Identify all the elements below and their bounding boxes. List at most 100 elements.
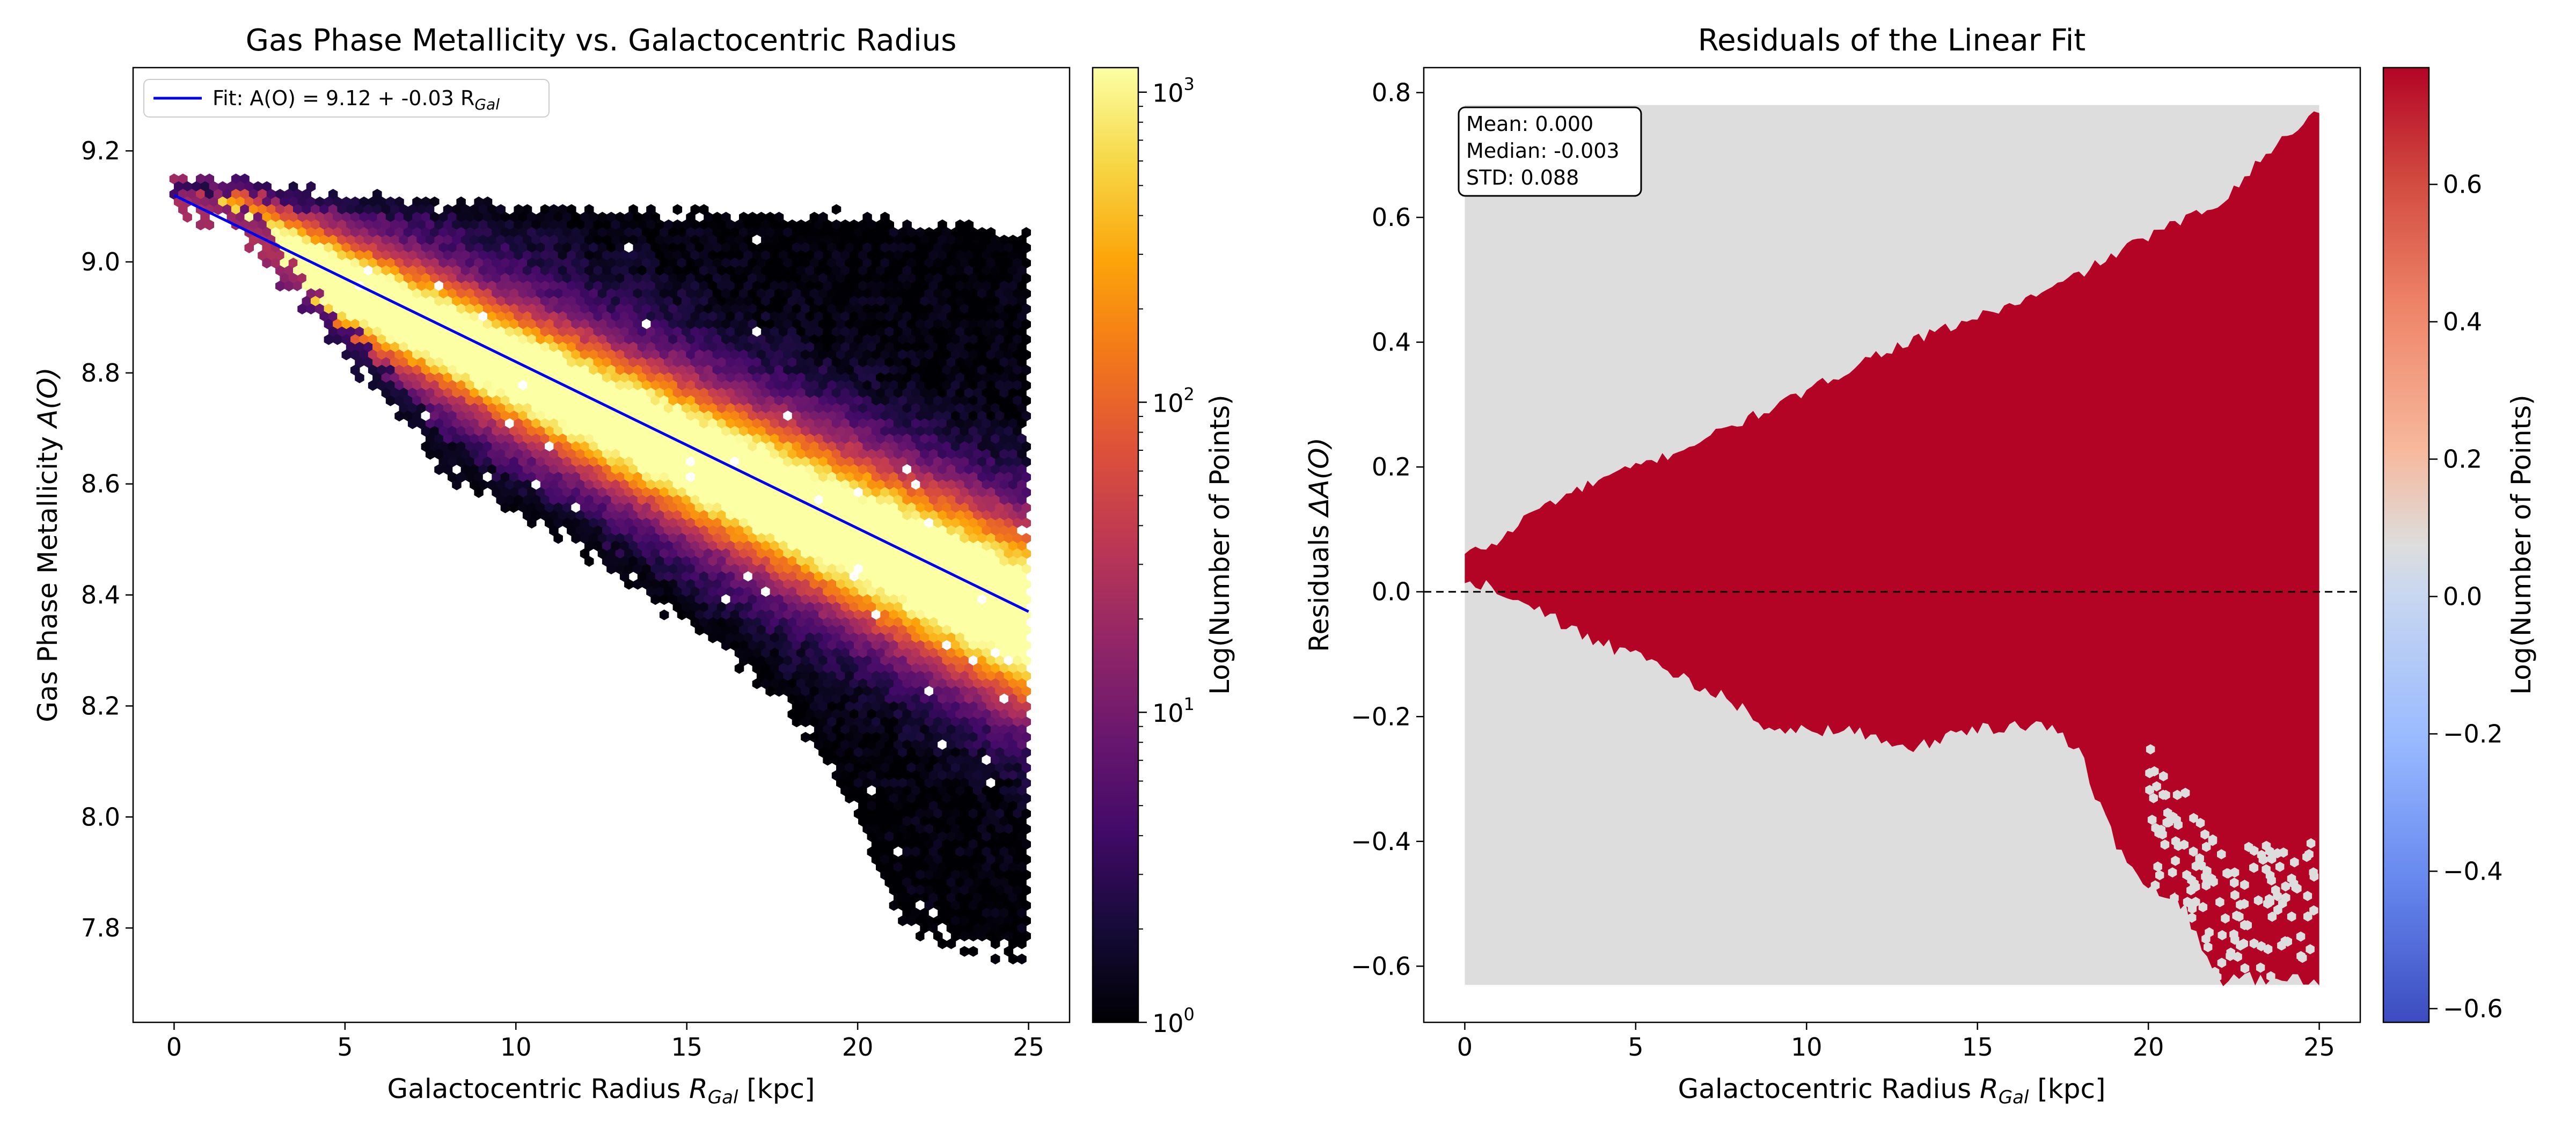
hexbin-cell [726,602,735,613]
residual-grey-bin [2180,787,2190,798]
hexbin-cell [1008,357,1018,368]
hexbin-cell [1021,334,1031,345]
hexbin-cell [730,548,740,559]
hexbin-cell [474,472,484,483]
hexbin-cell [884,586,894,598]
hexbin-cell [884,372,894,384]
hexbin-cell [434,341,444,353]
hexbin-cell [668,273,678,284]
residual-grey-bin [2198,902,2208,912]
hexbin-cell [938,280,947,292]
hexbin-cell [611,265,620,276]
hexbin-cell [748,227,757,238]
hexbin-cell [990,861,1000,873]
chart-left-x-tick-label: 25 [1013,1033,1044,1062]
hexbin-cell [385,349,396,361]
hexbin-cell [434,372,444,384]
hexbin-cell [761,280,771,292]
hexbin-cell [845,411,854,422]
hexbin-cell [774,411,784,422]
hexbin-cell [562,334,572,345]
hexbin-cell [443,387,453,399]
hexbin-cell [787,402,797,414]
hexbin-cell [704,517,713,529]
hexbin-cell [726,265,735,276]
hexbin-cell [637,479,647,491]
hexbin-cell [712,211,722,223]
hexbin-cell [836,640,846,651]
hexbin-cell [734,494,744,506]
hexbin-cell [416,265,426,276]
hexbin-cell [999,296,1009,307]
hexbin-cell [672,525,683,537]
hexbin-cell [558,449,568,460]
hexbin-cell [509,227,519,238]
residual-grey-bin [2172,789,2182,800]
hexbin-cell [474,258,484,269]
hexbin-cell [514,341,523,353]
hexbin-cell [858,296,868,307]
chart-left-y-tick-label: 8.2 [81,691,120,720]
hexbin-cell [341,211,351,223]
hexbin-cell [407,387,418,399]
hexbin-cell [823,464,832,475]
hexbin-cell [553,472,563,483]
hexbin-cell [933,686,943,697]
hexbin-cell [902,357,912,368]
hexbin-cell [977,548,987,559]
hexbin-cell [615,441,625,452]
hexbin-cell [611,510,620,521]
hexbin-cell [845,594,854,605]
hexbin-cell [770,678,780,690]
hexbin-cell [465,258,475,269]
hexbin-cell [876,265,885,276]
hexbin-cell [792,227,802,238]
hexbin-cell [655,296,665,307]
hexbin-cell [482,211,493,223]
hexbin-cell [968,364,978,376]
hexbin-cell [470,204,479,215]
hexbin-cell [761,235,771,246]
hexbin-cell [545,441,554,452]
hexbin-cell [460,387,471,399]
hexbin-cell [328,250,338,261]
hexbin-cell [845,778,854,789]
hexbin-cell [337,204,347,215]
hexbin-cell [682,235,691,246]
hexbin-cell [876,479,885,491]
hexbin-cell [942,456,952,467]
hexbin-cell [672,555,683,567]
residual-grey-bin [2170,892,2179,903]
hexbin-cell [721,517,731,529]
hexbin-cell [876,555,885,567]
hexbin-cell [836,472,846,483]
hexbin-cell [876,280,885,292]
hexbin-cell [884,418,894,429]
hexbin-cell [787,571,797,582]
hexbin-cell [916,334,925,345]
hexbin-cell [1004,778,1014,789]
hexbin-cell [1008,510,1018,521]
hexbin-cell [752,418,762,429]
hexbin-cell [809,441,819,452]
hexbin-cell [1008,908,1018,919]
hexbin-cell [792,288,802,299]
hexbin-cell [589,533,598,544]
hexbin-cell [968,670,978,682]
hexbin-cell [898,472,908,483]
hexbin-cell [977,793,987,804]
hexbin-cell [928,586,939,598]
hexbin-cell [801,411,810,422]
hexbin-cell [748,364,757,376]
hexbin-cell [668,594,678,605]
hexbin-cell [324,211,334,223]
hexbin-cell [514,372,523,384]
hexbin-cell [999,265,1009,276]
hexbin-cell [522,464,532,475]
hexbin-cell [748,487,757,498]
hexbin-cell [924,472,934,483]
hexbin-cell [916,395,925,406]
hexbin-cell [801,441,810,452]
hexbin-cell [831,433,841,445]
hexbin-cell [1004,869,1014,881]
